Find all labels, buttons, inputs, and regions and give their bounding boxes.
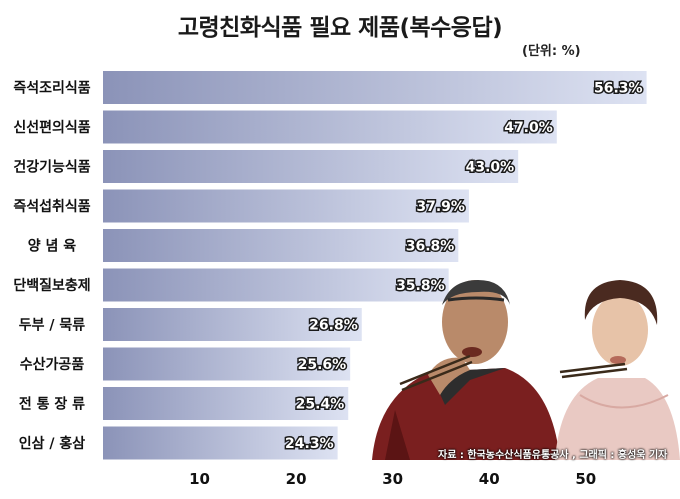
category-label: 인삼 / 홍삼 — [19, 435, 86, 452]
value-label: 35.8% — [396, 278, 445, 294]
value-label: 43.0% — [466, 160, 515, 176]
value-label: 56.3% — [594, 81, 643, 97]
category-label: 전 통 장 류 — [19, 396, 85, 413]
category-label: 단백질보충제 — [13, 277, 90, 294]
x-tick-label: 30 — [382, 470, 403, 488]
bar — [103, 150, 519, 183]
value-label: 26.8% — [309, 318, 358, 334]
value-label: 24.3% — [285, 436, 334, 452]
bar — [103, 189, 469, 223]
chart-title: 고령친화식품 필요 제품(복수응답) — [177, 15, 503, 41]
category-label: 즉석조리식품 — [13, 81, 90, 97]
value-label: 47.0% — [504, 120, 553, 136]
category-label: 신선편의식품 — [13, 119, 90, 136]
x-tick-label: 40 — [479, 470, 500, 488]
bar — [103, 308, 362, 341]
value-label: 37.9% — [416, 199, 465, 215]
bar — [103, 347, 351, 381]
bar — [103, 387, 349, 420]
category-label: 즉석섭취식품 — [13, 199, 90, 215]
source-note: 자료 : 한국농수산식품유통공사 , 그래픽 : 홍성욱 기자 — [438, 450, 668, 461]
category-label: 두부 / 묵류 — [19, 318, 86, 334]
value-label: 36.8% — [406, 239, 455, 255]
bar — [103, 110, 557, 144]
category-label: 양 념 육 — [28, 239, 77, 255]
elderly-couple-eating-illustration — [372, 280, 680, 460]
bar — [103, 268, 449, 302]
elderly-woman-figure — [555, 280, 680, 460]
value-label: 25.6% — [298, 357, 347, 373]
elderly-man-figure — [372, 280, 560, 460]
bar — [103, 426, 338, 460]
category-label: 수산가공품 — [20, 356, 85, 373]
bar — [103, 229, 459, 262]
value-label: 25.4% — [296, 397, 345, 413]
x-tick-label: 50 — [575, 470, 596, 488]
bar — [103, 71, 647, 104]
x-tick-label: 10 — [189, 470, 210, 488]
category-label: 건강기능식품 — [13, 159, 90, 176]
unit-label: (단위: %) — [522, 44, 581, 59]
x-tick-label: 20 — [286, 470, 307, 488]
